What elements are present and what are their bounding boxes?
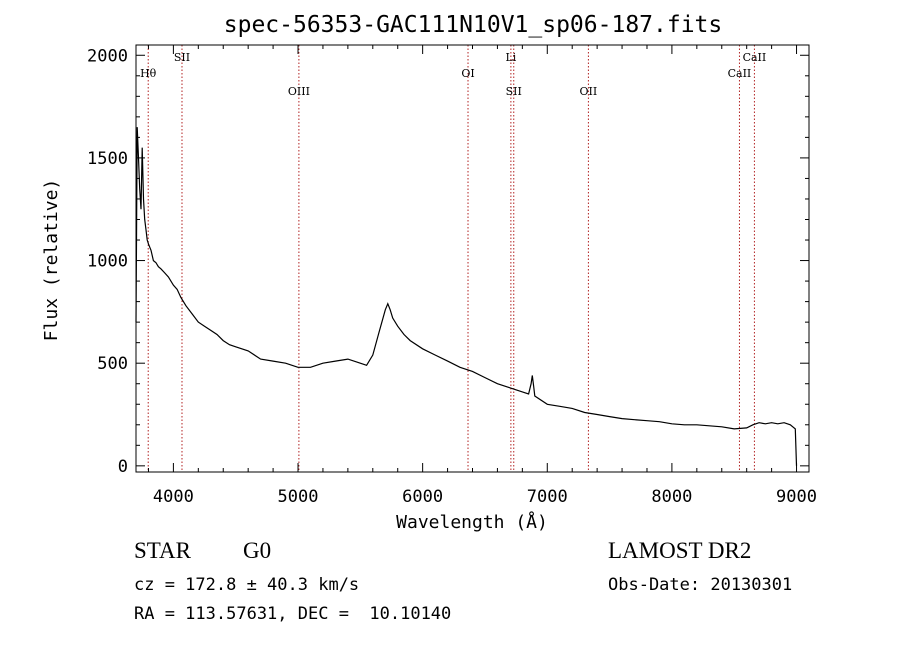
spectral-line-label: Li <box>505 51 516 64</box>
spectral-line-markers: Hθ SII OIII OI Li SII OII CaII CaII <box>140 45 766 472</box>
spectral-line-label: OI <box>461 67 474 80</box>
spectral-line-label: Hθ <box>140 67 157 80</box>
object-subclass: G0 <box>243 538 272 563</box>
spectral-line-label: CaII <box>743 51 767 64</box>
x-tick-label: 9000 <box>776 487 817 507</box>
y-tick-label: 2000 <box>87 46 128 66</box>
spectrum-line <box>135 127 798 466</box>
x-tick-label: 7000 <box>527 487 568 507</box>
spectrum-chart: spec-56353-GAC111N10V1_sp06-187.fits Hθ S… <box>41 12 817 533</box>
axis-ticks: 4000 5000 6000 7000 8000 9000 0 500 1000 1500 2000 <box>87 45 817 507</box>
y-tick-label: 500 <box>97 354 128 374</box>
x-tick-label: 8000 <box>651 487 692 507</box>
redshift-cz: cz = 172.8 ± 40.3 km/s <box>134 575 360 595</box>
y-tick-label: 1500 <box>87 149 128 169</box>
plot-frame <box>135 44 810 473</box>
chart-title: spec-56353-GAC111N10V1_sp06-187.fits <box>224 12 723 38</box>
observation-date: Obs-Date: 20130301 <box>608 575 793 595</box>
x-tick-label: 6000 <box>402 487 443 507</box>
spectral-line-label: SII <box>174 51 190 64</box>
y-tick-label: 0 <box>118 457 128 477</box>
ra-dec: RA = 113.57631, DEC = 10.10140 <box>134 604 452 624</box>
spectral-line-label: OII <box>580 85 598 98</box>
x-axis-label: Wavelength (Å) <box>396 511 548 533</box>
spectral-line-label: SII <box>506 85 522 98</box>
survey-name: LAMOST DR2 <box>608 538 752 563</box>
spectral-line-label: CaII <box>728 67 752 80</box>
spectral-line-label: OIII <box>288 85 310 98</box>
y-tick-label: 1000 <box>87 252 128 272</box>
object-class: STAR <box>134 538 191 563</box>
x-tick-label: 5000 <box>278 487 319 507</box>
spectrum-data <box>135 127 798 466</box>
y-axis-label: Flux (relative) <box>41 179 62 342</box>
x-tick-label: 4000 <box>153 487 194 507</box>
